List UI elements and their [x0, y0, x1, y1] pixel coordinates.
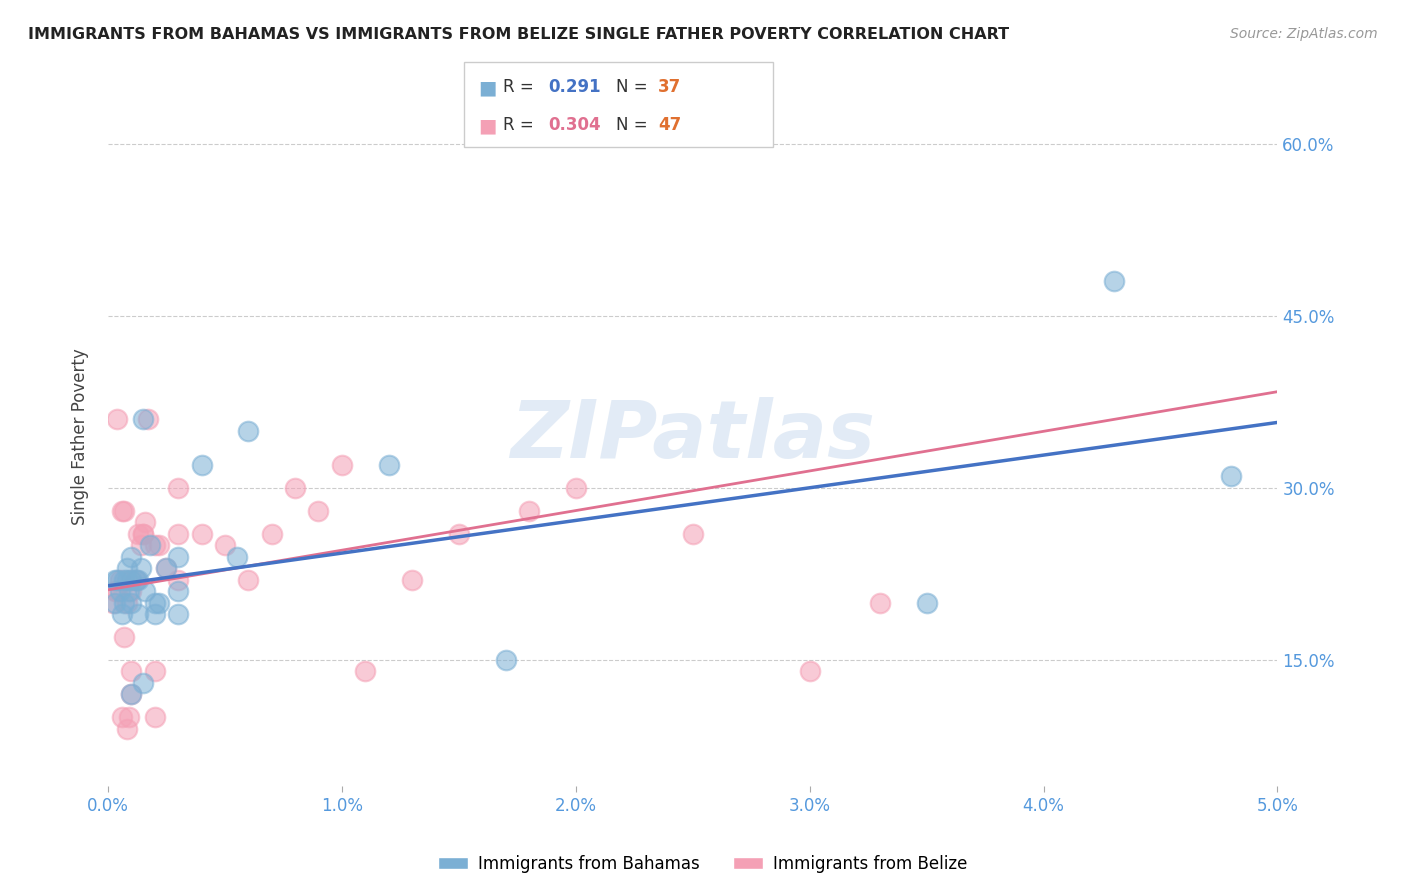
Point [105, 584, 128, 599]
Point [111, 504, 134, 518]
Point [132, 676, 155, 690]
Text: 47: 47 [658, 116, 682, 134]
Point [143, 538, 166, 552]
Text: ZIPatlas: ZIPatlas [510, 397, 875, 475]
Point [108, 584, 131, 599]
Point [120, 549, 142, 564]
Point [136, 412, 159, 426]
Point [104, 596, 127, 610]
Point [120, 687, 142, 701]
Point [330, 458, 353, 472]
Point [148, 596, 170, 610]
Text: 0.304: 0.304 [548, 116, 600, 134]
Point [167, 526, 190, 541]
Point [354, 665, 377, 679]
Point [167, 573, 190, 587]
Point [225, 549, 247, 564]
Point [517, 504, 540, 518]
Point [125, 573, 148, 587]
Point [190, 458, 212, 472]
Point [112, 504, 135, 518]
Point [127, 526, 149, 541]
Point [167, 607, 190, 621]
Point [120, 573, 142, 587]
Point [115, 573, 138, 587]
Point [134, 584, 156, 599]
Point [1219, 469, 1241, 483]
Point [120, 687, 142, 701]
Point [155, 561, 177, 575]
Point [564, 481, 586, 495]
Point [120, 573, 142, 587]
Text: N =: N = [616, 116, 652, 134]
Point [148, 538, 170, 552]
Point [139, 538, 162, 552]
Point [308, 504, 330, 518]
Text: N =: N = [616, 78, 652, 96]
Point [129, 538, 152, 552]
Point [260, 526, 283, 541]
Point [167, 549, 190, 564]
Point [115, 596, 138, 610]
Point [155, 561, 177, 575]
Point [682, 526, 704, 541]
Point [167, 481, 190, 495]
Point [112, 573, 135, 587]
Point [167, 584, 190, 599]
Point [238, 424, 260, 438]
Point [104, 573, 127, 587]
Point [132, 526, 155, 541]
Point [111, 607, 134, 621]
Point [118, 584, 141, 599]
Point [120, 584, 142, 599]
Point [495, 653, 517, 667]
Point [105, 412, 128, 426]
Point [127, 573, 149, 587]
Point [447, 526, 470, 541]
Point [111, 710, 134, 724]
Point [129, 561, 152, 575]
Text: ■: ■ [478, 78, 496, 97]
Text: ■: ■ [478, 116, 496, 135]
Point [143, 607, 166, 621]
Point [104, 584, 127, 599]
Text: R =: R = [503, 116, 540, 134]
Legend: Immigrants from Bahamas, Immigrants from Belize: Immigrants from Bahamas, Immigrants from… [432, 848, 974, 880]
Point [377, 458, 399, 472]
Point [1102, 274, 1125, 288]
Point [120, 596, 142, 610]
Point [238, 573, 260, 587]
Point [125, 573, 148, 587]
Point [869, 596, 891, 610]
Text: R =: R = [503, 78, 540, 96]
Point [115, 722, 138, 736]
Point [915, 596, 938, 610]
Point [118, 710, 141, 724]
Point [143, 710, 166, 724]
Point [132, 412, 155, 426]
Point [112, 596, 135, 610]
Y-axis label: Single Father Poverty: Single Father Poverty [72, 348, 89, 524]
Point [401, 573, 423, 587]
Point [134, 516, 156, 530]
Point [112, 630, 135, 644]
Point [120, 665, 142, 679]
Point [143, 596, 166, 610]
Text: 0.291: 0.291 [548, 78, 600, 96]
Text: Source: ZipAtlas.com: Source: ZipAtlas.com [1230, 27, 1378, 41]
Point [214, 538, 236, 552]
Point [143, 665, 166, 679]
Point [108, 573, 131, 587]
Point [190, 526, 212, 541]
Text: 37: 37 [658, 78, 682, 96]
Point [127, 607, 149, 621]
Point [132, 526, 155, 541]
Text: IMMIGRANTS FROM BAHAMAS VS IMMIGRANTS FROM BELIZE SINGLE FATHER POVERTY CORRELAT: IMMIGRANTS FROM BAHAMAS VS IMMIGRANTS FR… [28, 27, 1010, 42]
Point [105, 573, 128, 587]
Point [101, 596, 124, 610]
Point [115, 561, 138, 575]
Point [799, 665, 821, 679]
Point [284, 481, 307, 495]
